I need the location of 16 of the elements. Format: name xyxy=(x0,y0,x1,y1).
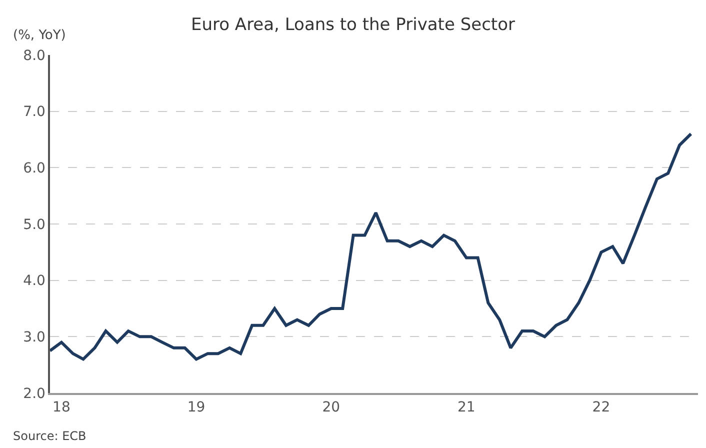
chart-title: Euro Area, Loans to the Private Sector xyxy=(191,14,515,35)
y-tick-label: 4.0 xyxy=(23,273,46,290)
y-tick-label: 3.0 xyxy=(23,330,46,346)
x-tick-label: 18 xyxy=(52,400,70,416)
y-tick-label: 6.0 xyxy=(23,160,46,177)
x-tick-label: 19 xyxy=(187,400,206,416)
y-tick-label: 5.0 xyxy=(23,216,46,233)
line-series xyxy=(50,132,692,361)
y-tick-label: 8.0 xyxy=(23,48,46,64)
x-tick-label: 22 xyxy=(592,400,610,416)
y-tick-label: 7.0 xyxy=(23,104,46,120)
source-note: Source: ECB xyxy=(13,429,86,443)
y-tick-label: 2.0 xyxy=(23,386,46,402)
x-tick-label: 20 xyxy=(322,400,340,416)
y-axis-title: (%, YoY) xyxy=(13,28,66,43)
x-tick-label: 21 xyxy=(457,400,476,416)
